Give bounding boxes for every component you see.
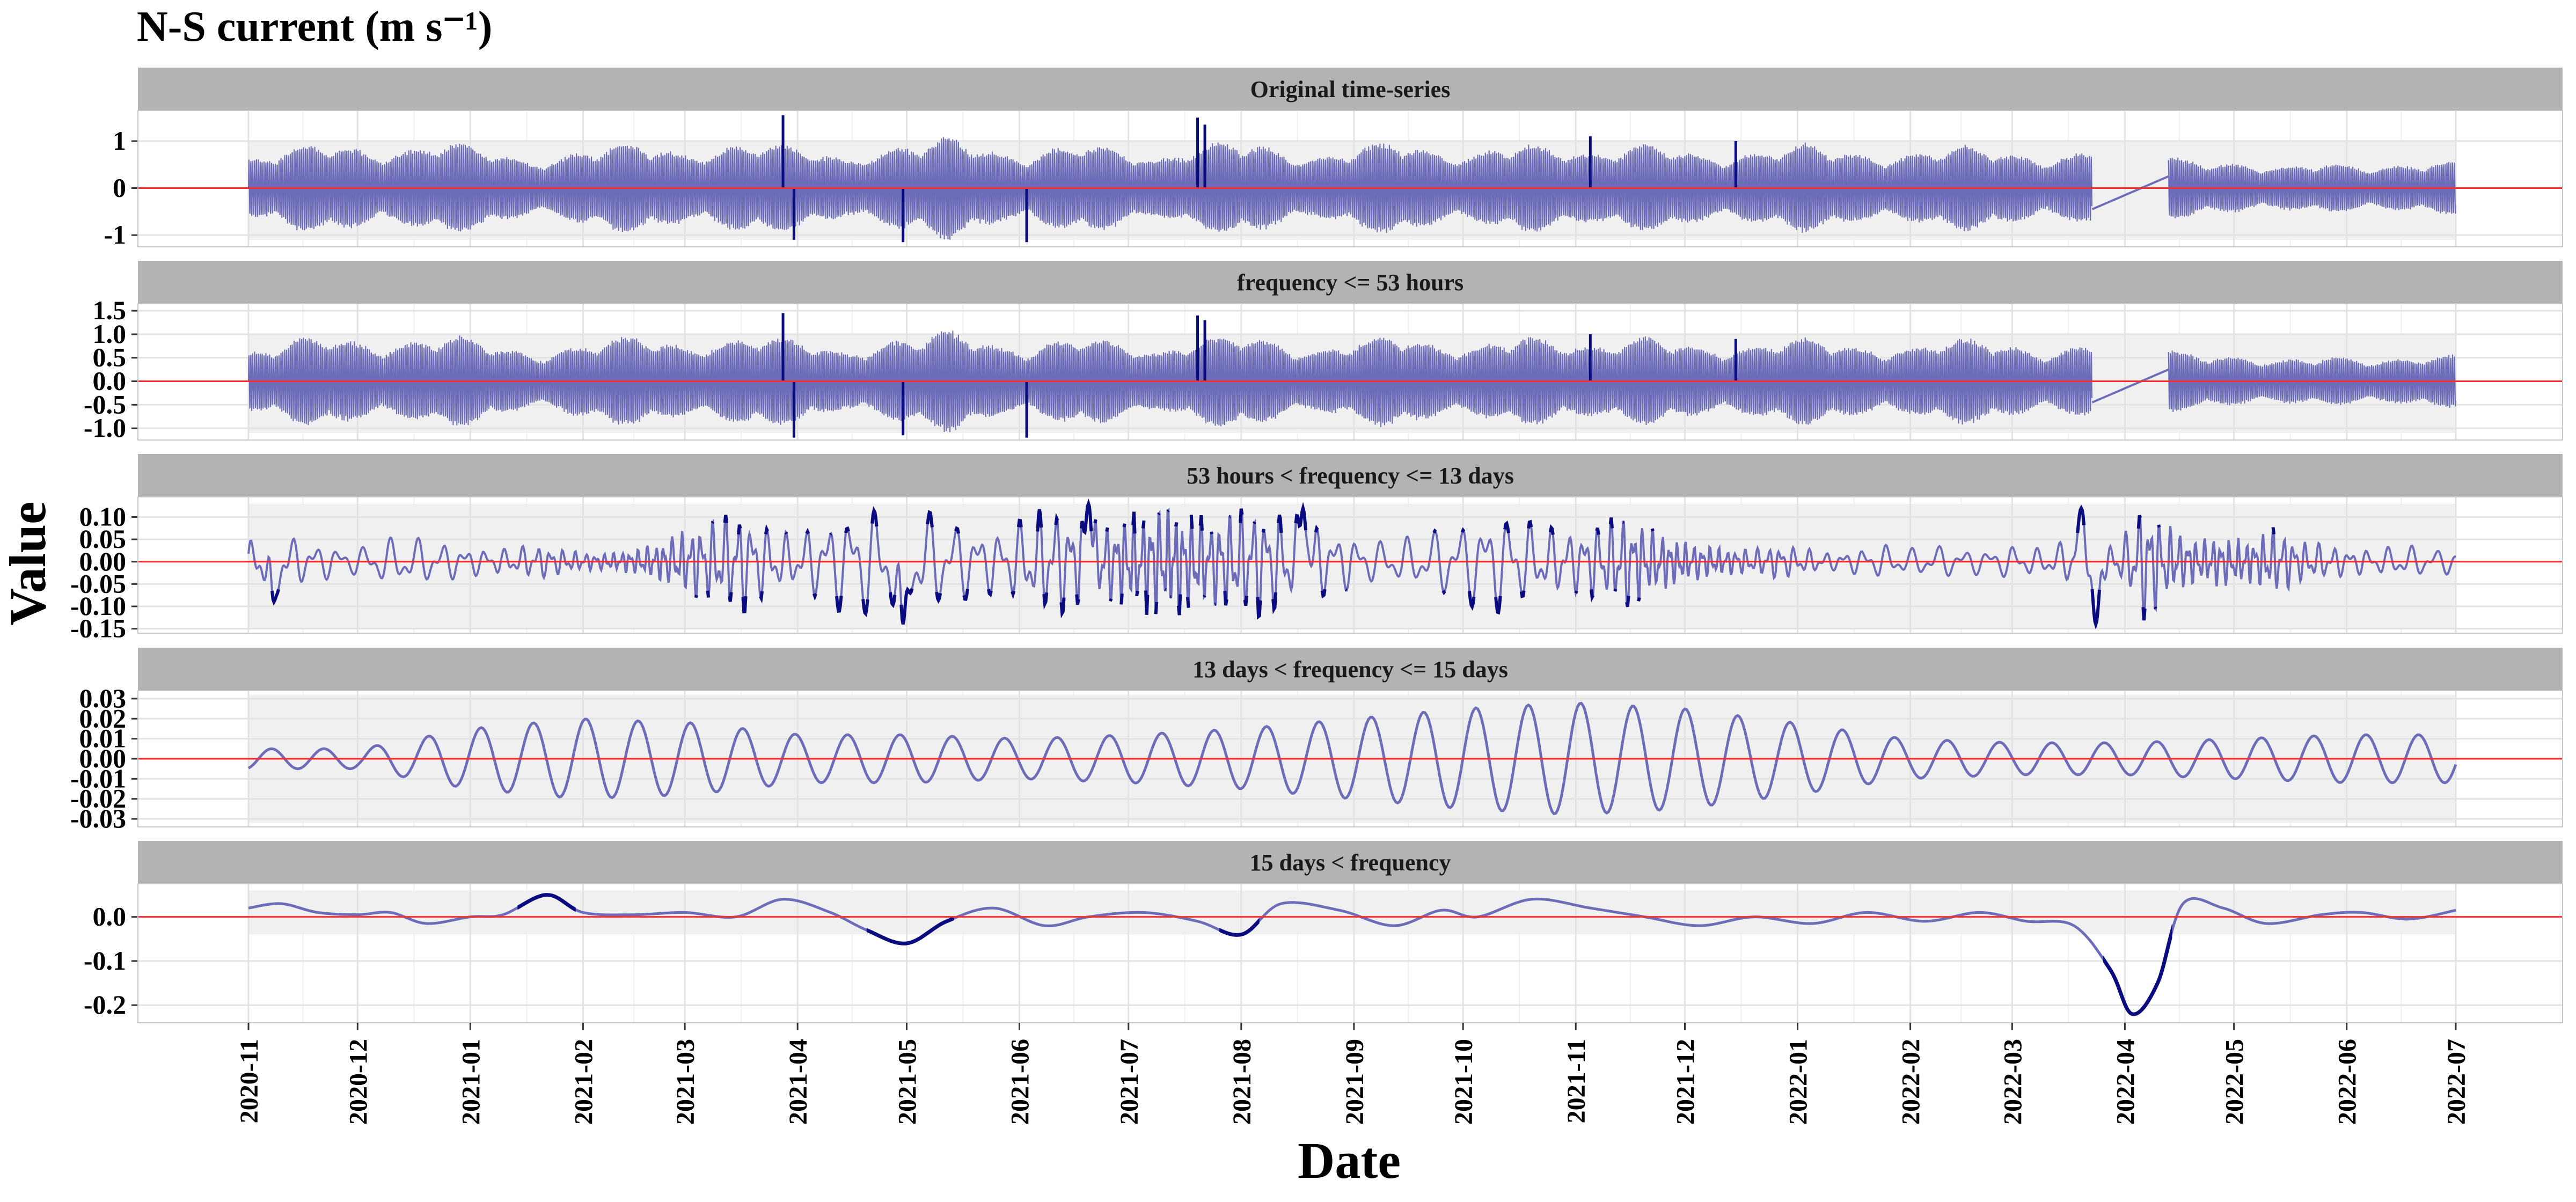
series [248,313,2456,438]
panel-3: 53 hours < frequency <= 13 days 0.100.050… [70,454,2563,643]
series-line [248,137,2456,240]
panel-strip [138,648,2563,691]
panel-strip-label: 13 days < frequency <= 15 days [1192,656,1508,683]
x-tick-label: 2021-06 [1006,1039,1035,1125]
panel-border [137,303,2563,441]
panel-1: Original time-series 1 0 -1 [104,68,2563,250]
panels: Original time-series 1 0 -1 frequency <= 53 … [70,68,2563,1023]
y-tick-label: 0.10 [79,501,127,531]
gap-interpolation-line [2091,368,2169,404]
y-tick-label: 1.5 [93,295,127,325]
y-tick-label: 1.0 [93,319,127,349]
gap-interpolation-line [2091,175,2169,210]
panel-strip [138,454,2563,497]
x-tick-label: 2021-10 [1450,1039,1478,1125]
x-tick-label: 2022-07 [2442,1039,2471,1125]
x-tick-label: 2020-11 [235,1039,264,1123]
y-tick-label: -0.1 [84,946,126,976]
y-tick-label: 0.00 [79,546,127,576]
y-tick-label: -0.05 [70,568,126,598]
x-tick-label: 2021-11 [1562,1039,1591,1123]
x-tick-label: 2021-01 [457,1039,485,1125]
y-tick-label: -1 [104,219,126,250]
y-tick-label: 0.00 [79,743,127,773]
series-line [248,330,2456,433]
x-tick-label: 2022-01 [1784,1039,1813,1125]
y-tick-label: -0.15 [70,613,126,643]
series [247,500,2456,628]
x-tick-label: 2021-12 [1671,1039,1700,1125]
series [247,701,2457,816]
y-tick-label: -1.0 [84,413,126,443]
series [248,115,2456,243]
panel-strip-label: frequency <= 53 hours [1237,269,1463,296]
x-tick-label: 2022-04 [2111,1039,2140,1125]
panel-border [137,690,2563,827]
y-tick-label: 0.03 [79,683,127,713]
x-axis-title: Date [1298,1132,1401,1189]
y-tick-label: 0.01 [79,723,127,753]
x-tick-label: 2022-05 [2221,1039,2249,1125]
x-tick-label: 2021-07 [1115,1039,1144,1125]
y-tick-label: 0.0 [93,902,127,932]
y-tick-label: 0 [113,173,126,203]
y-axis-title: Value [0,501,56,625]
x-axis: 2020-11 2020-12 2021-01 2021-02 2021-03 2021-… [235,1023,2471,1125]
x-tick-label: 2022-03 [1999,1039,2027,1125]
y-tick-label: 0.0 [93,366,127,396]
panel-strip-label: 53 hours < frequency <= 13 days [1187,463,1514,489]
y-tick-label: -0.01 [70,763,126,793]
x-tick-label: 2022-02 [1897,1039,1926,1125]
x-tick-label: 2020-12 [344,1039,372,1125]
plot-title: N-S current (m s⁻¹) [137,3,492,50]
x-tick-label: 2021-09 [1341,1039,1369,1125]
panel-strip [138,261,2563,304]
series-line [247,701,2457,816]
y-tick-label: -0.5 [84,389,126,419]
panel-4: 13 days < frequency <= 15 days0.030.020.… [70,648,2563,833]
y-tick-label: 0.05 [79,524,127,554]
y-tick-label: 1 [113,126,126,156]
y-tick-label: -0.02 [70,783,126,813]
panel-5: 15 days < frequency 0.0 -0.1 -0.2 [84,841,2563,1023]
panel-border [137,110,2563,247]
y-tick-label: -0.10 [70,591,126,621]
panel-strip [138,68,2563,111]
x-tick-label: 2021-08 [1228,1039,1256,1125]
x-tick-label: 2021-03 [671,1039,700,1125]
panel-border [137,883,2563,1023]
y-tick-label: 0.02 [79,703,127,733]
y-tick-label: -0.03 [70,803,126,833]
y-tick-label: 0.5 [93,342,127,372]
series-line [247,500,2456,628]
panel-strip-label: 15 days < frequency [1249,849,1451,876]
x-tick-label: 2022-06 [2333,1039,2362,1125]
x-tick-label: 2021-05 [893,1039,921,1125]
panel-strip [138,841,2563,884]
x-tick-label: 2021-02 [569,1039,598,1125]
panel-border [137,496,2563,634]
panel-2: frequency <= 53 hours 1.51.00.50.0-0.5-1.… [84,261,2563,443]
x-tick-label: 2021-04 [784,1039,813,1125]
y-tick-label: -0.2 [84,990,126,1020]
panel-strip-label: Original time-series [1250,76,1451,102]
series [248,893,2456,1016]
